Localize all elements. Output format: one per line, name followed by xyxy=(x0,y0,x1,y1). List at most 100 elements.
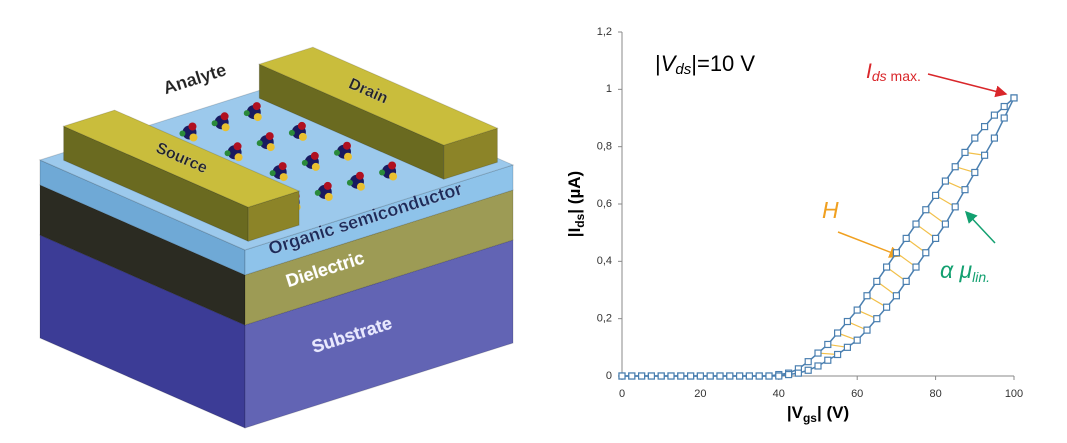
data-point xyxy=(1010,94,1018,102)
data-point xyxy=(775,372,783,380)
x-tick-label: 40 xyxy=(773,388,785,400)
data-point xyxy=(863,292,871,300)
data-point xyxy=(882,303,891,311)
data-point xyxy=(892,249,901,257)
drain-top xyxy=(257,46,499,146)
data-point xyxy=(824,356,832,364)
data-point xyxy=(971,168,979,177)
data-point xyxy=(833,350,842,359)
analyte-atom xyxy=(346,179,353,186)
data-point xyxy=(686,372,695,380)
data-point xyxy=(1000,102,1008,111)
analyte-atom xyxy=(252,102,261,111)
data-point xyxy=(931,234,940,242)
data-point xyxy=(961,186,969,194)
data-point xyxy=(706,372,714,380)
data-point xyxy=(843,317,852,326)
data-point xyxy=(1000,114,1008,122)
data-point xyxy=(882,263,891,271)
data-point xyxy=(637,372,646,380)
data-point xyxy=(980,151,989,159)
data-point xyxy=(677,372,685,380)
analyte-atom xyxy=(355,171,364,180)
mobility-annotation: α μlin. xyxy=(940,257,990,285)
data-point xyxy=(990,111,999,119)
data-point xyxy=(902,234,910,242)
analyte-atom xyxy=(324,192,333,201)
arrow xyxy=(927,73,1008,98)
vds-annotation: |Vds|=10 V xyxy=(655,51,755,78)
data-point xyxy=(726,372,734,380)
data-point xyxy=(941,177,950,185)
data-point xyxy=(696,372,705,380)
data-point xyxy=(912,263,920,271)
analyte-atom xyxy=(343,152,352,161)
data-point xyxy=(794,369,803,377)
data-point xyxy=(873,315,881,323)
analyte-atom xyxy=(221,123,230,132)
data-point xyxy=(971,134,979,142)
data-point xyxy=(667,372,675,380)
data-point xyxy=(804,366,812,374)
x-tick-label: 100 xyxy=(1005,388,1023,400)
analyte-atom xyxy=(278,162,287,171)
y-tick-label: 0,2 xyxy=(597,313,612,325)
analyte-atom xyxy=(298,132,307,141)
data-point xyxy=(853,336,861,344)
series-line xyxy=(622,97,1015,377)
data-point xyxy=(853,306,861,314)
layer-label: Analyte xyxy=(161,59,229,98)
data-point xyxy=(902,277,910,285)
data-point xyxy=(814,349,822,357)
analyte-atom xyxy=(253,113,262,122)
ids-max-annotation: Ids max. xyxy=(866,60,921,84)
data-point xyxy=(618,372,626,380)
hysteresis-annotation: H xyxy=(822,197,839,223)
data-point xyxy=(843,343,852,351)
data-point xyxy=(824,340,832,349)
data-point xyxy=(863,326,871,334)
data-point xyxy=(951,203,959,211)
data-point xyxy=(804,358,812,366)
x-tick-label: 60 xyxy=(851,388,863,400)
x-tick-label: 0 xyxy=(619,388,625,400)
y-axis-label: |Ids| (µA) xyxy=(565,171,587,237)
analyte-atom xyxy=(265,132,274,141)
y-tick-label: 0,6 xyxy=(597,198,612,210)
analyte-atom xyxy=(279,173,288,182)
analyte-atom xyxy=(379,169,386,176)
analyte-atom xyxy=(323,181,332,190)
data-point xyxy=(941,220,950,228)
data-point xyxy=(735,372,744,380)
analyte-atom xyxy=(256,140,263,147)
data-point xyxy=(951,163,959,171)
data-point xyxy=(892,292,901,300)
x-axis-label: |Vgs| (V) xyxy=(787,403,849,425)
analyte-atom xyxy=(301,159,308,166)
data-point xyxy=(755,372,763,380)
y-tick-label: 0,8 xyxy=(597,141,612,153)
data-point xyxy=(990,134,999,142)
data-point xyxy=(912,220,920,228)
series-line xyxy=(622,97,1015,377)
data-point xyxy=(922,249,930,257)
analyte-atom xyxy=(266,143,275,152)
analyte-atom xyxy=(389,172,398,181)
data-point xyxy=(873,277,881,285)
analyte-atom xyxy=(288,129,295,136)
data-point xyxy=(745,372,754,380)
arrow xyxy=(837,231,902,258)
analyte-atom xyxy=(310,151,319,160)
data-point xyxy=(961,148,969,156)
chart: |Vds|=10 V Ids max. H α μlin. |Vgs| (V) … xyxy=(565,26,1023,425)
analyte-atom xyxy=(314,189,321,196)
y-tick-label: 0,4 xyxy=(597,255,612,267)
analyte-atom xyxy=(233,142,242,151)
data-point xyxy=(814,362,822,370)
analyte-atom xyxy=(297,121,306,130)
analyte-atom xyxy=(179,130,186,137)
analyte-atom xyxy=(333,149,340,156)
data-point xyxy=(931,191,940,199)
